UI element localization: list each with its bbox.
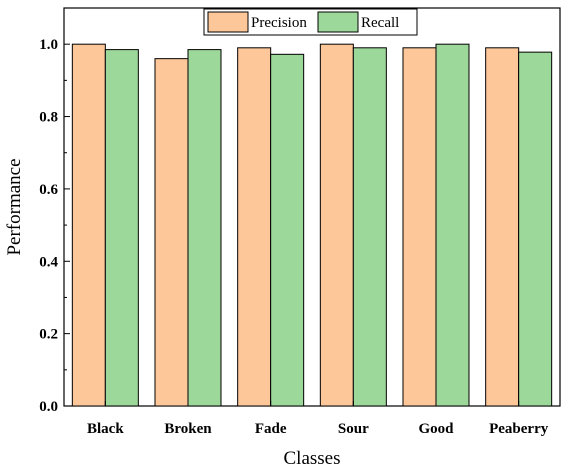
- y-tick-label: 0.6: [39, 182, 58, 198]
- bar-recall-broken: [187, 49, 222, 407]
- bars-group: [71, 43, 553, 407]
- bar-precision-black: [71, 43, 106, 407]
- bar-recall-peaberry: [518, 51, 553, 407]
- legend-swatch-precision: [207, 11, 249, 33]
- bar-recall-fade: [270, 53, 305, 407]
- bar-precision-broken: [154, 58, 189, 407]
- x-tick-label-peaberry: Peaberry: [489, 421, 549, 437]
- y-tick-label: 1.0: [39, 37, 58, 53]
- legend-label-recall: Recall: [361, 15, 399, 31]
- x-tick-label-fade: Fade: [255, 421, 287, 437]
- bar-precision-sour: [319, 43, 354, 407]
- y-axis-title: Performance: [4, 158, 25, 255]
- bar-precision-good: [402, 47, 437, 407]
- x-tick-label-black: Black: [87, 421, 124, 437]
- legend: Precision Recall: [203, 8, 418, 36]
- x-tick-label-broken: Broken: [164, 421, 212, 437]
- bar-recall-black: [104, 49, 139, 407]
- legend-swatch-recall: [317, 11, 359, 33]
- x-axis-title: Classes: [284, 448, 341, 469]
- y-tick-label: 0.4: [39, 254, 58, 270]
- x-tick-label-good: Good: [418, 421, 454, 437]
- y-tick-label: 0.8: [39, 110, 58, 126]
- y-axis: 0.0 0.2 0.4 0.6 0.8 1.0: [39, 7, 70, 415]
- bar-precision-peaberry: [485, 47, 520, 407]
- y-tick-label: 0.0: [39, 399, 58, 415]
- bar-recall-good: [435, 43, 470, 407]
- bar-precision-fade: [237, 47, 272, 407]
- legend-label-precision: Precision: [251, 15, 307, 31]
- plot-frame: [63, 7, 561, 407]
- x-axis: Black Broken Fade Sour Good Peaberry: [87, 401, 549, 437]
- bar-recall-sour: [352, 47, 387, 407]
- y-tick-label: 0.2: [39, 327, 58, 343]
- x-tick-label-sour: Sour: [338, 421, 369, 437]
